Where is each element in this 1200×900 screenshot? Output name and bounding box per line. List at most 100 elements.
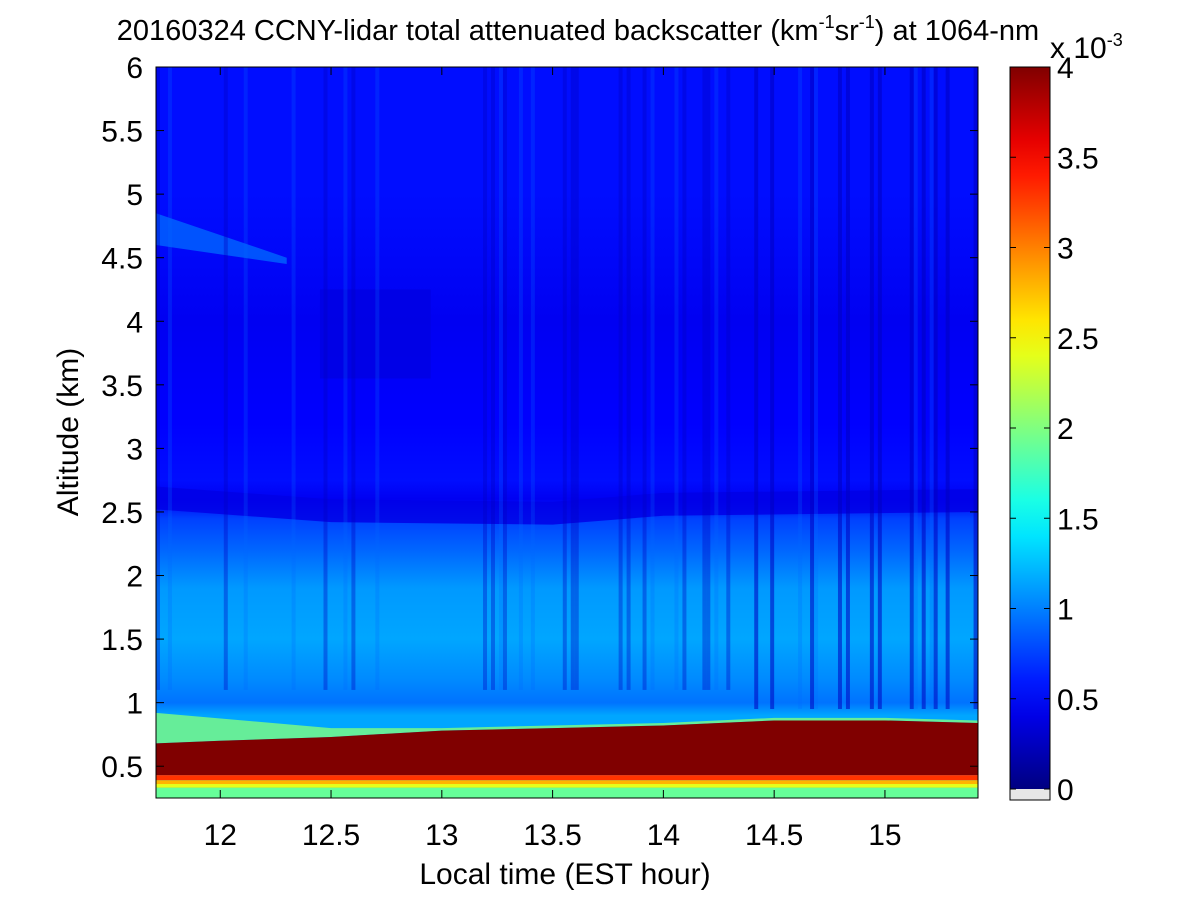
time-stripe <box>973 67 978 710</box>
time-stripe <box>343 67 348 690</box>
time-stripe <box>351 67 356 690</box>
time-stripe <box>726 67 731 690</box>
y-tick-label: 4 <box>126 306 143 339</box>
y-tick-label: 2.5 <box>101 497 143 530</box>
time-stripe <box>562 67 567 690</box>
title-date: 20160324 <box>117 15 246 47</box>
saturated-aerosol-layer <box>156 720 978 776</box>
y-axis-label: Altitude (km) <box>52 348 85 516</box>
time-stripe <box>837 67 842 710</box>
heatmap-background <box>156 67 978 798</box>
title-main: CCNY-lidar total attenuated backscatter … <box>254 15 819 47</box>
time-stripe <box>877 67 882 710</box>
x-tick-label: 14 <box>647 819 680 852</box>
time-stripe <box>518 67 523 690</box>
colorbar-frame <box>1009 66 1051 801</box>
time-stripe <box>574 67 579 690</box>
colorbar-below-range <box>1010 789 1050 800</box>
colorbar-multiplier: x 10-3 <box>1050 30 1123 65</box>
colorbar-tick-label: 2 <box>1057 413 1074 446</box>
colorbar-gradient <box>1010 67 1050 789</box>
colorbar-multiplier-exp: -3 <box>1107 30 1123 50</box>
chart-title: 20160324 CCNY-lidar total attenuated bac… <box>117 12 1039 47</box>
time-stripe <box>483 67 488 690</box>
colorbar-tick-label: 2.5 <box>1057 323 1099 356</box>
x-axis-label: Local time (EST hour) <box>419 858 710 891</box>
colorbar-tick-label: 4 <box>1057 52 1074 85</box>
overlap-band-2 <box>156 784 978 788</box>
x-tick-label: 14.5 <box>745 819 803 852</box>
time-stripe <box>498 67 503 690</box>
time-stripe <box>845 67 850 710</box>
time-stripe <box>702 67 707 690</box>
colorbar-tick-label: 3.5 <box>1057 142 1099 175</box>
heatmap <box>156 67 978 798</box>
x-tick-label: 12 <box>204 819 237 852</box>
time-stripe <box>929 67 934 710</box>
colorbar-tick-label: 0.5 <box>1057 684 1099 717</box>
y-tick-label: 2 <box>126 561 143 594</box>
time-stripe <box>869 67 874 710</box>
transition-band <box>156 712 978 744</box>
time-stripe <box>323 67 328 690</box>
colorbar-tick-label: 0 <box>1057 774 1074 807</box>
time-stripe <box>714 67 719 690</box>
time-stripe <box>674 67 679 690</box>
time-stripe <box>770 67 775 710</box>
time-stripe <box>223 67 228 690</box>
heatmap-atmosphere <box>156 67 978 798</box>
cirrus-streak <box>156 213 287 265</box>
y-tick-label: 5.5 <box>101 116 143 149</box>
title-sup1: -1 <box>819 12 835 32</box>
time-stripe <box>913 67 918 710</box>
x-tick-label: 12.5 <box>302 819 360 852</box>
colorbar-tick-label: 1 <box>1057 594 1074 627</box>
time-stripe <box>933 67 938 710</box>
time-stripe <box>491 67 495 690</box>
time-stripe <box>570 67 575 690</box>
colorbar-tick-label: 1.5 <box>1057 503 1099 536</box>
colorbar-ticks: 0 0.5 1 1.5 2 2.5 3 3.5 4 <box>1010 52 1099 807</box>
overlap-band-3 <box>156 787 978 798</box>
time-stripe <box>706 67 711 690</box>
time-stripe <box>642 67 647 690</box>
x-tick-label: 13 <box>425 819 458 852</box>
y-tick-label: 5 <box>126 179 143 212</box>
time-stripe <box>909 67 914 710</box>
time-stripe <box>243 67 248 690</box>
overlap-band-0 <box>156 775 978 781</box>
colorbar: 0 0.5 1 1.5 2 2.5 3 3.5 4 x 10-3 <box>1009 30 1123 807</box>
time-stripe <box>530 67 535 690</box>
plot-frame <box>155 66 979 799</box>
time-stripe <box>945 67 950 710</box>
overlap-band-1 <box>156 780 978 785</box>
y-tick-label: 1.5 <box>101 624 143 657</box>
time-stripe <box>167 67 172 690</box>
time-stripe <box>814 67 819 710</box>
y-tick-label: 3.5 <box>101 370 143 403</box>
heatmap-time-stripes <box>156 67 978 710</box>
time-stripe <box>502 67 507 690</box>
time-stripe <box>754 67 759 710</box>
title-tail: ) at 1064-nm <box>875 15 1039 47</box>
x-tick-label: 13.5 <box>523 819 581 852</box>
title-mid: sr <box>835 15 860 47</box>
time-stripe <box>650 67 655 690</box>
y-tick-label: 6 <box>126 52 143 85</box>
time-stripe <box>156 67 160 690</box>
title-sup2: -1 <box>859 12 875 32</box>
colorbar-tick-label: 3 <box>1057 233 1074 266</box>
y-tick-label: 0.5 <box>101 751 143 784</box>
time-stripe <box>626 67 631 690</box>
x-axis: 12 12.5 13 13.5 14 14.5 15 <box>204 67 902 852</box>
time-stripe <box>798 67 803 710</box>
y-axis: 0.5 1 1.5 2 2.5 3 3.5 4 4.5 5 5.5 6 <box>101 52 978 784</box>
time-stripe <box>375 67 380 690</box>
y-tick-label: 4.5 <box>101 243 143 276</box>
time-stripe <box>618 67 623 690</box>
time-stripe <box>810 67 815 710</box>
time-stripe <box>921 67 926 710</box>
time-stripe <box>682 67 687 690</box>
colorbar-multiplier-base: x 10 <box>1050 32 1107 65</box>
